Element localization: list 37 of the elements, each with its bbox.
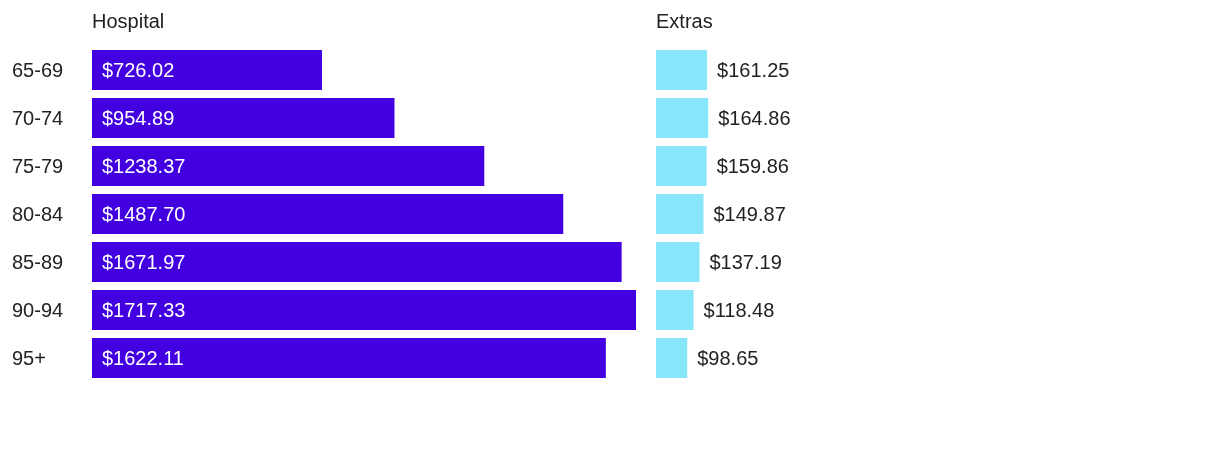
y-tick-label: 90-94	[12, 299, 64, 321]
bar	[656, 194, 704, 234]
data-label: $1238.37	[102, 155, 186, 178]
y-tick-label: 70-74	[12, 107, 64, 129]
data-label: $726.02	[102, 59, 175, 82]
data-label: $149.87	[713, 203, 786, 226]
bar	[92, 146, 485, 186]
bar	[656, 290, 694, 330]
data-label: $98.65	[697, 347, 759, 370]
data-label: $1487.70	[102, 203, 186, 226]
bar	[92, 194, 564, 234]
data-label: $954.89	[102, 107, 175, 130]
data-label: $1622.11	[102, 347, 184, 370]
data-label: $161.25	[717, 59, 790, 82]
data-label: $164.86	[718, 107, 791, 130]
bar	[656, 242, 700, 282]
y-tick-label: 80-84	[12, 203, 64, 225]
data-label: $1717.33	[102, 299, 186, 322]
chart-title: Extras	[656, 10, 713, 33]
y-tick-label: 95+	[12, 347, 46, 369]
bar	[92, 98, 395, 138]
bar	[656, 338, 688, 378]
bar	[656, 146, 707, 186]
y-tick-label: 65-69	[12, 59, 64, 81]
chart-title: Hospital	[92, 10, 165, 33]
bar	[92, 50, 322, 90]
data-label: $137.19	[709, 251, 782, 274]
bar	[656, 50, 708, 90]
y-tick-label: 75-79	[12, 155, 64, 177]
bar	[92, 338, 606, 378]
bar	[656, 98, 709, 138]
bar	[92, 242, 622, 282]
data-label: $1671.97	[102, 251, 186, 274]
y-tick-label: 85-89	[12, 251, 64, 273]
data-label: $159.86	[716, 155, 789, 178]
bar	[92, 290, 636, 330]
data-label: $118.48	[703, 299, 775, 322]
